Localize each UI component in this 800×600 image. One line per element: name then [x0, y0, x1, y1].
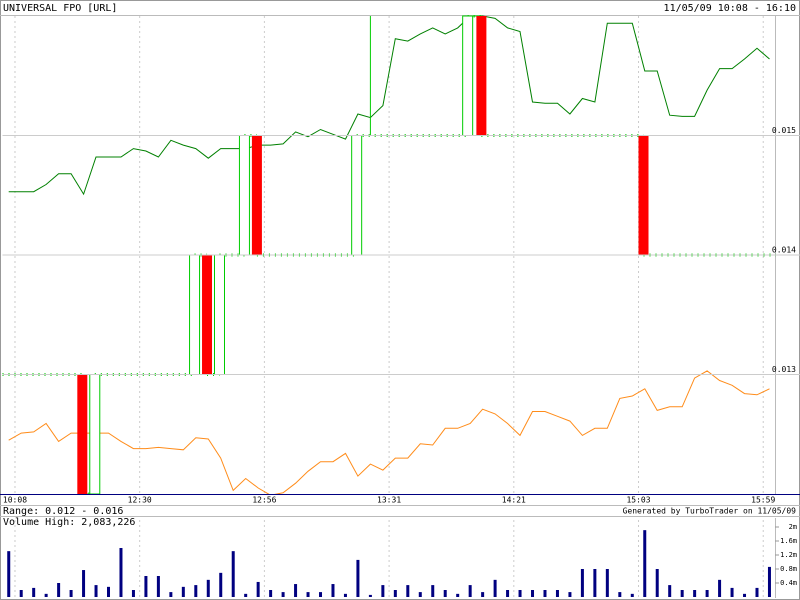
candle	[213, 254, 225, 375]
volume-bar	[630, 593, 634, 597]
volume-bar	[755, 587, 759, 597]
volume-bar	[506, 590, 510, 597]
volume-bar	[319, 592, 323, 597]
volume-bar	[219, 572, 223, 597]
volume-bar	[605, 569, 609, 597]
volume-bar	[107, 586, 111, 597]
volume-bar	[119, 548, 123, 597]
volume-bar	[181, 586, 185, 597]
volume-bar	[256, 581, 260, 597]
volume-bar	[680, 590, 684, 597]
volume-title: Volume High: 2,083,226	[3, 517, 135, 528]
volume-bar	[406, 585, 410, 597]
volume-bar	[7, 551, 11, 597]
y-tick-label: 0.013	[772, 365, 796, 374]
volume-bar	[518, 590, 522, 597]
volume-bar	[69, 590, 73, 597]
candle	[476, 16, 487, 136]
x-tick-label: 13:31	[377, 496, 401, 505]
volume-bar	[555, 590, 559, 597]
volume-bar	[618, 592, 622, 597]
volume-bar	[82, 570, 86, 597]
volume-bar	[343, 593, 347, 597]
y-tick-label: 0.4m	[780, 579, 797, 587]
volume-bar	[568, 592, 572, 597]
volume-bar	[543, 590, 547, 597]
candle	[462, 15, 474, 136]
volume-bar	[169, 592, 173, 597]
volume-bar	[156, 576, 160, 597]
period: 11/05/09 10:08 - 16:10	[664, 3, 796, 14]
volume-bar	[668, 585, 672, 597]
volume-bar	[693, 590, 697, 597]
volume-bar	[431, 585, 435, 597]
volume-bar	[593, 569, 597, 597]
candle	[202, 255, 213, 375]
volume-bar	[481, 592, 485, 597]
volume-bar	[94, 585, 98, 597]
indicator-line	[8, 15, 770, 196]
credit: Generated by TurboTrader on 11/05/09	[623, 507, 797, 516]
candle	[89, 374, 101, 494]
volume-bar	[206, 579, 210, 597]
range-label: Range: 0.012 - 0.016	[3, 506, 123, 517]
candle	[351, 135, 363, 256]
volume-bar	[743, 593, 747, 597]
volume-bar	[531, 590, 535, 597]
volume-bar	[468, 585, 472, 597]
volume-bar	[443, 590, 447, 597]
y-tick-label: 2m	[789, 523, 797, 531]
x-tick-label: 12:56	[252, 496, 276, 505]
y-tick-label: 0.014	[772, 246, 796, 255]
volume-bar	[393, 590, 397, 597]
volume-bar	[294, 584, 298, 597]
volume-bar	[767, 566, 771, 597]
volume-bar	[44, 593, 48, 597]
volume-bar	[730, 587, 734, 597]
volume-bar	[381, 585, 385, 597]
y-tick-label: 1.6m	[780, 537, 797, 545]
candle	[251, 135, 262, 255]
volume-bar	[368, 594, 372, 597]
y-tick-label: 0.8m	[780, 565, 797, 573]
x-tick-label: 14:21	[502, 496, 526, 505]
volume-bar	[269, 590, 273, 597]
volume-bar	[32, 587, 36, 597]
volume-bar	[131, 590, 135, 597]
volume-bar	[306, 592, 310, 597]
volume-bar	[231, 551, 235, 597]
x-tick-label: 12:30	[128, 496, 152, 505]
candle	[238, 135, 250, 256]
volume-bar	[580, 569, 584, 597]
y-tick-label: 0.015	[772, 126, 796, 135]
volume-bar	[281, 592, 285, 597]
volume-bar	[718, 579, 722, 597]
x-tick-label: 10:08	[3, 496, 27, 505]
volume-bar	[244, 593, 248, 597]
volume-bar	[356, 559, 360, 597]
volume-bar	[705, 590, 709, 597]
volume-bar	[493, 579, 497, 597]
candle	[638, 135, 649, 255]
volume-bar	[194, 585, 198, 597]
volume-bar	[144, 576, 148, 597]
x-tick-label: 15:03	[626, 496, 650, 505]
x-tick-label: 15:59	[751, 496, 775, 505]
y-tick-label: 1.2m	[780, 551, 797, 559]
candle	[77, 374, 88, 494]
volume-bar	[655, 569, 659, 597]
volume-bar	[456, 593, 460, 597]
title: UNIVERSAL FPO [URL]	[3, 3, 117, 14]
volume-bar	[57, 583, 61, 597]
indicator-line	[8, 370, 770, 494]
candle	[189, 254, 201, 375]
volume-bar	[643, 530, 647, 597]
volume-bar	[331, 584, 335, 597]
volume-bar	[19, 590, 23, 597]
volume-bar	[418, 592, 422, 597]
